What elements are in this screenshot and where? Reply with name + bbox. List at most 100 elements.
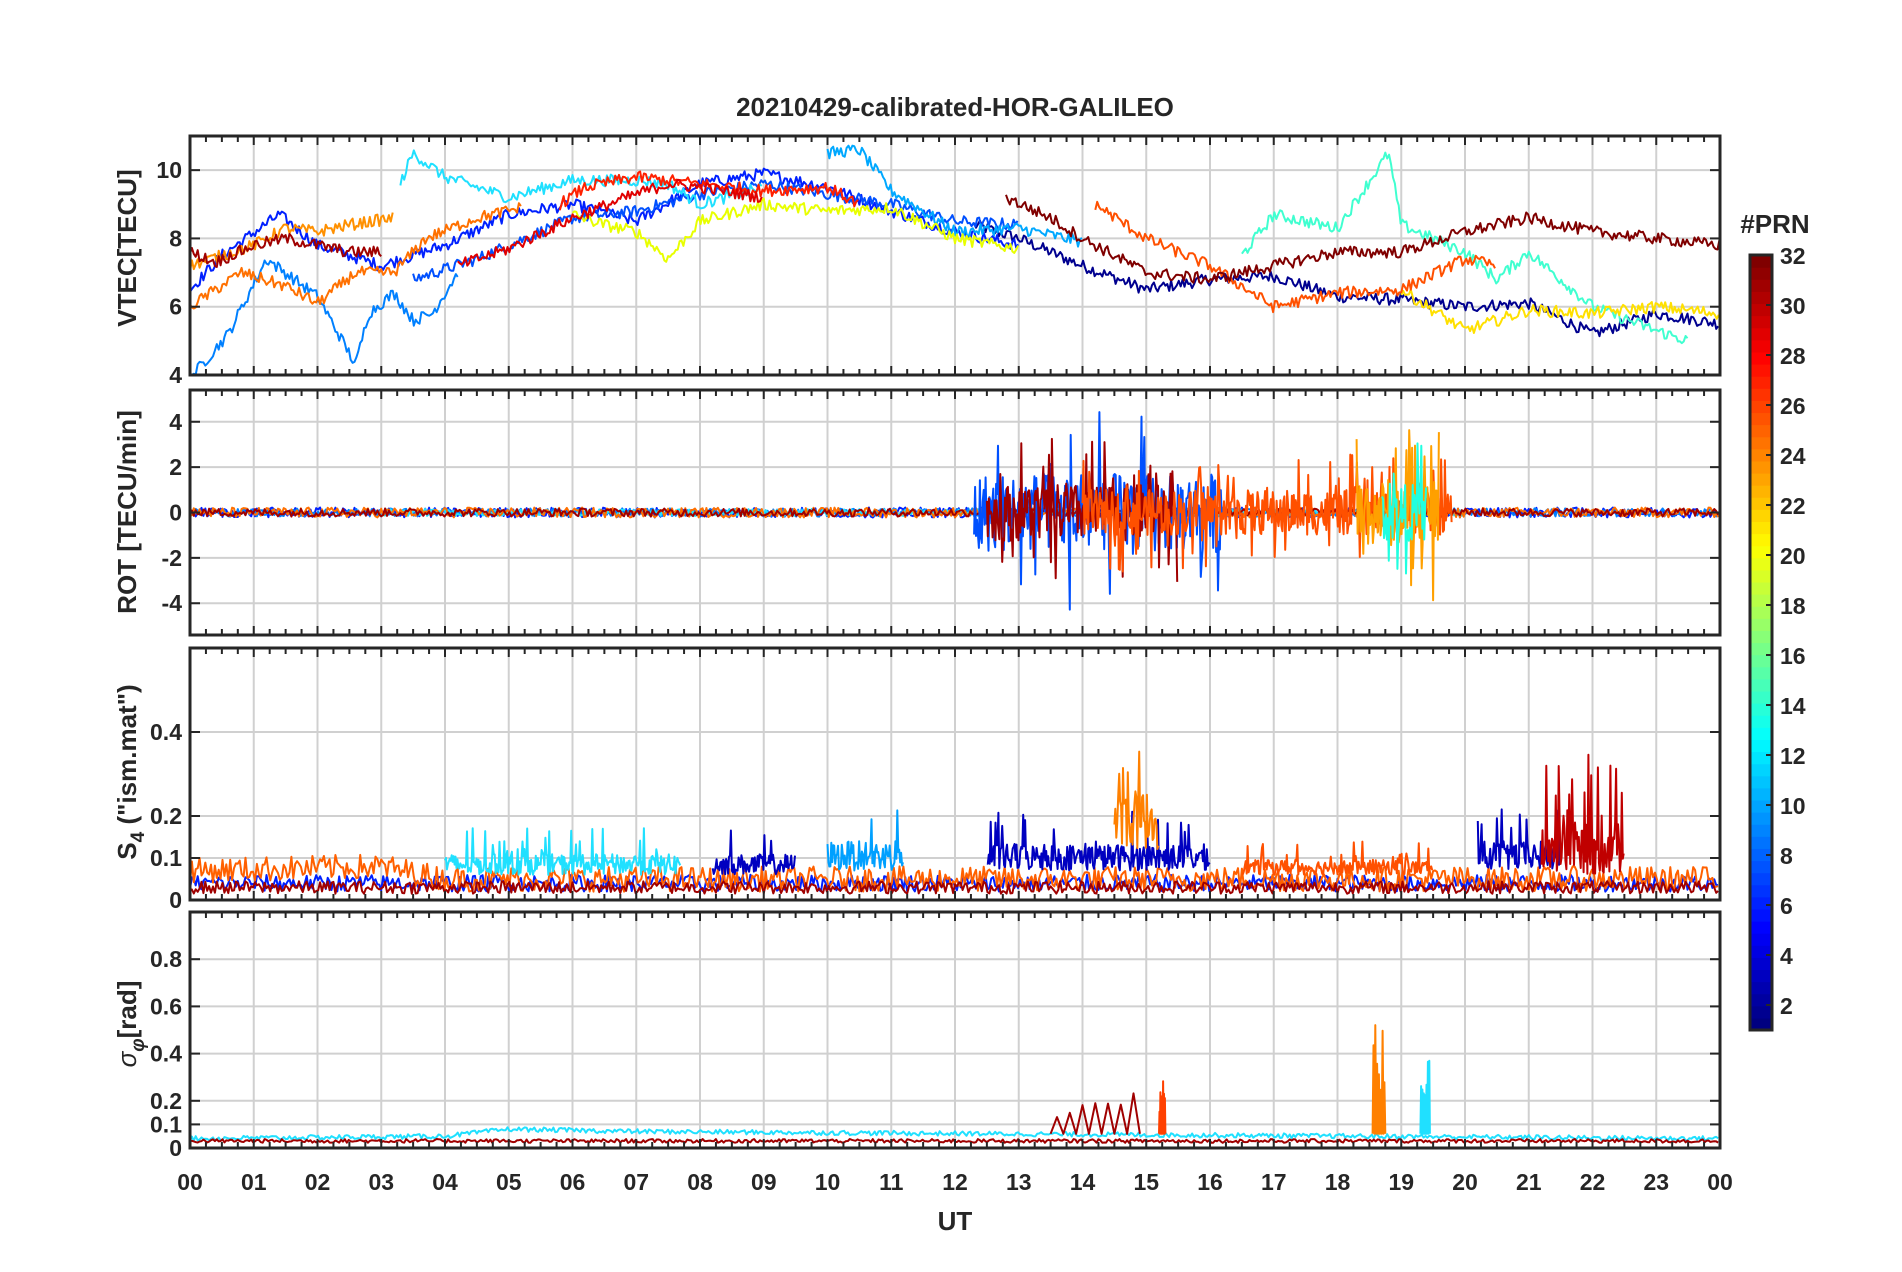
colorbar-segment	[1750, 666, 1772, 680]
colorbar-segment	[1750, 291, 1772, 305]
chart-title: 20210429-calibrated-HOR-GALILEO	[736, 92, 1174, 122]
colorbar-segment	[1750, 255, 1772, 268]
colorbar-segment	[1750, 509, 1772, 523]
prn-1-burst	[986, 810, 1211, 872]
x-tick-label: 23	[1643, 1169, 1669, 1195]
prn-32-burst	[985, 437, 1179, 582]
prn-1-burst	[711, 829, 796, 876]
prn-32-spike	[1049, 1092, 1141, 1135]
prn-29-trace	[457, 178, 763, 267]
prn-32-trace	[1005, 194, 1720, 285]
y-tick-label: 0	[169, 500, 182, 526]
colorbar-segment	[1750, 933, 1772, 946]
rot-axis-label: ROT [TECU/min]	[112, 410, 142, 614]
x-tick-label: 17	[1261, 1169, 1287, 1195]
colorbar-tick-label: 12	[1780, 743, 1806, 769]
sigma-phi-panel: 00.10.2 0.4 0.6 0.8	[150, 910, 1722, 1161]
colorbar-segment	[1750, 279, 1772, 292]
colorbar-segment	[1750, 1017, 1772, 1031]
prn-25-trace	[190, 853, 1719, 893]
prn-25-trace	[190, 202, 522, 310]
prn-26-spike	[1158, 1080, 1167, 1135]
y-tick-label: 0.4	[150, 1041, 182, 1067]
x-tick-label: 13	[1006, 1169, 1032, 1195]
prn-20-trace	[571, 197, 1020, 263]
x-tick-label: 15	[1133, 1169, 1159, 1195]
prn-11-trace	[399, 149, 763, 210]
colorbar-segment	[1750, 376, 1772, 389]
colorbar-tick-label: 16	[1780, 643, 1806, 669]
y-tick-label: 0	[169, 1135, 182, 1161]
x-tick-label: 08	[687, 1169, 713, 1195]
sigma-phi-axis-label: σφ[rad]	[112, 981, 149, 1068]
colorbar-segment	[1750, 969, 1772, 983]
colorbar-segment	[1750, 872, 1772, 886]
colorbar-segment	[1750, 908, 1772, 922]
x-tick-label: 21	[1516, 1169, 1542, 1195]
x-tick-label: 12	[942, 1169, 968, 1195]
x-tick-label: 04	[432, 1169, 458, 1195]
x-tick-label: 16	[1197, 1169, 1223, 1195]
colorbar-segment	[1750, 400, 1772, 414]
colorbar-segment	[1750, 884, 1772, 898]
y-tick-label: 0.1	[150, 845, 182, 871]
prn-32-trace	[190, 507, 1719, 518]
prn-9-burst	[826, 809, 904, 872]
y-tick-label: -4	[162, 590, 183, 616]
colorbar-segment	[1750, 981, 1772, 995]
y-tick-label: 0.4	[150, 719, 182, 745]
s4-panel: 0 0.1 0.2 0.4	[150, 646, 1722, 913]
colorbar-segment	[1750, 703, 1772, 716]
colorbar-segment	[1750, 690, 1772, 704]
colorbar-segment	[1750, 448, 1772, 462]
colorbar-segment	[1750, 581, 1772, 595]
colorbar-segment	[1750, 787, 1772, 801]
colorbar-segment	[1750, 412, 1772, 426]
vtec-axis-label: VTEC[TECU]	[112, 169, 142, 326]
colorbar-segment	[1750, 775, 1772, 789]
x-tick-label: 10	[815, 1169, 841, 1195]
colorbar-segment	[1750, 739, 1772, 753]
vtec-panel: 4 6 8 10	[156, 134, 1722, 388]
x-tick-label: 00	[1707, 1169, 1733, 1195]
colorbar-segment	[1750, 460, 1772, 474]
rot-panel: -4 -2 0 2 4	[162, 388, 1722, 637]
colorbar-segment	[1750, 497, 1772, 510]
prn-25-trace	[190, 506, 1720, 519]
colorbar-tick-label: 8	[1780, 843, 1793, 869]
colorbar-tick-label: 18	[1780, 593, 1806, 619]
y-tick-label: -2	[162, 545, 182, 571]
colorbar-segment	[1750, 303, 1772, 317]
colorbar-segment	[1750, 521, 1772, 535]
colorbar-segment	[1750, 654, 1772, 668]
colorbar-segment	[1750, 363, 1772, 377]
colorbar-segment	[1750, 630, 1772, 644]
colorbar-segment	[1750, 485, 1772, 498]
x-tick-label: 22	[1580, 1169, 1606, 1195]
prn-31-burst	[1540, 753, 1625, 875]
prn-24-burst	[1113, 750, 1160, 850]
prn-24-spike	[1371, 1024, 1387, 1135]
y-tick-label: 4	[169, 409, 182, 435]
colorbar-segment	[1750, 339, 1772, 353]
colorbar-segment	[1750, 896, 1772, 910]
x-tick-label: 20	[1452, 1169, 1478, 1195]
prn-13-burst	[1381, 442, 1428, 575]
colorbar-segment	[1750, 618, 1772, 631]
colorbar-segment	[1750, 921, 1772, 934]
y-tick-label: 0	[169, 887, 182, 913]
y-tick-label: 0.6	[150, 993, 182, 1019]
prn-24-trace	[190, 212, 394, 272]
colorbar-segment	[1750, 327, 1772, 341]
colorbar-segment	[1750, 472, 1772, 486]
colorbar-segment	[1750, 606, 1772, 619]
y-tick-label: 8	[169, 225, 182, 251]
colorbar-segment	[1750, 351, 1772, 365]
prn-26-burst	[1241, 840, 1434, 876]
colorbar-segment	[1750, 642, 1772, 656]
colorbar-tick-label: 20	[1780, 543, 1806, 569]
colorbar-segment	[1750, 860, 1772, 874]
x-tick-label: 09	[751, 1169, 777, 1195]
colorbar-title: #PRN	[1740, 209, 1809, 239]
prn-21-trace	[1400, 288, 1720, 334]
